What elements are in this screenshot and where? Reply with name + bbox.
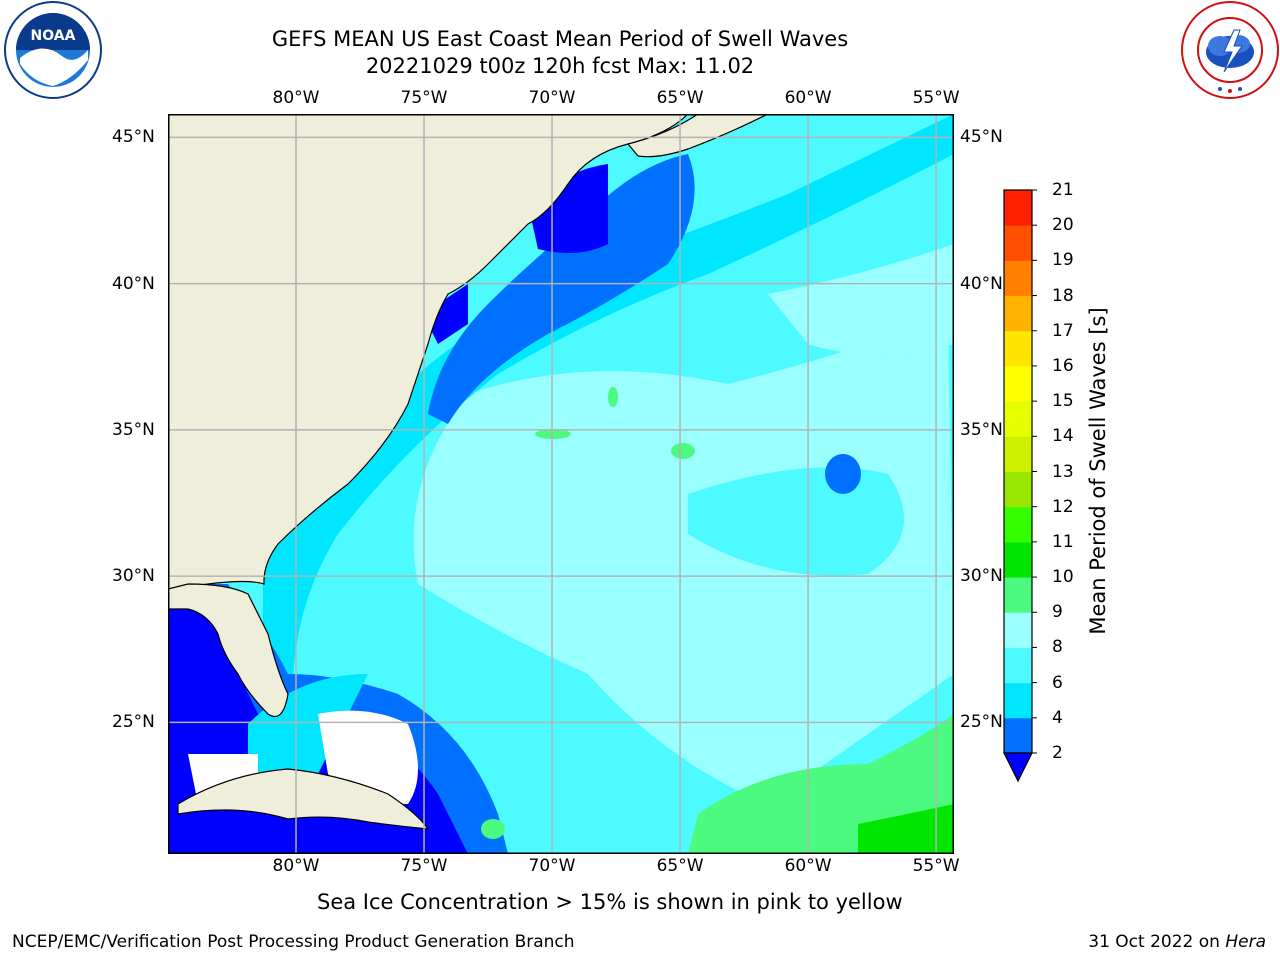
footer-credit: NCEP/EMC/Verification Post Processing Pr…: [12, 932, 575, 952]
colorbar-tick-5: 10: [1052, 567, 1074, 588]
lon-tick-bottom-3: 65°W: [656, 856, 704, 876]
colorbar-band-1: [1004, 682, 1032, 719]
lon-tick-top-0: 80°W: [272, 88, 320, 108]
swell-region-under-2: [528, 164, 608, 253]
colorbar-tick-16: 21: [1052, 180, 1074, 200]
lon-tick-top-1: 75°W: [400, 88, 448, 108]
colorbar-tick-4: 9: [1052, 602, 1063, 623]
colorbar-tick-6: 11: [1052, 531, 1074, 552]
lon-tick-bottom-0: 80°W: [272, 856, 320, 876]
lat-tick-left-4: 25°N: [112, 712, 155, 733]
swell-region-2-4-midatlantic: [428, 154, 695, 424]
colorbar-tick-15: 20: [1052, 215, 1074, 236]
colorbar-tick-1: 4: [1052, 707, 1063, 728]
colorbar-tick-2: 6: [1052, 672, 1063, 693]
colorbar-tick-10: 15: [1052, 391, 1074, 412]
lon-tick-top-3: 65°W: [656, 88, 704, 108]
swell-patch-9-10-c: [608, 387, 618, 407]
swell-patch-9-10-d: [481, 819, 505, 839]
lat-tick-left-2: 35°N: [112, 419, 155, 440]
lat-tick-left-0: 45°N: [112, 127, 155, 148]
swell-region-4-6-gulfstream: [248, 674, 368, 774]
colorbar-band-12: [1004, 295, 1032, 332]
sea-ice-note: Sea Ice Concentration > 15% is shown in …: [317, 890, 903, 914]
swell-region-8-9-north: [768, 244, 954, 354]
chart-title: GEFS MEAN US East Coast Mean Period of S…: [271, 27, 849, 51]
colorbar-band-14: [1004, 225, 1032, 261]
swell-patch-2-4-east: [825, 454, 861, 494]
swell-patch-9-10-a: [535, 429, 571, 439]
swell-region-under-2-b: [423, 284, 468, 344]
swell-patch-9-10-b: [671, 443, 695, 459]
colorbar-band-10: [1004, 365, 1032, 402]
noaa-logo-icon: NOAA: [2, 0, 104, 104]
colorbar-band-6: [1004, 506, 1032, 543]
colorbar-tick-14: 19: [1052, 250, 1074, 271]
colorbar-band-2: [1004, 647, 1032, 684]
colorbar-tick-12: 17: [1052, 320, 1074, 341]
colorbar-band-13: [1004, 260, 1032, 297]
lat-tick-right-4: 25°N: [960, 712, 1003, 733]
swell-region-4-6-coast: [263, 114, 954, 734]
lon-tick-bottom-2: 70°W: [528, 856, 576, 876]
lon-tick-bottom-4: 60°W: [784, 856, 832, 876]
lon-tick-top-4: 60°W: [784, 88, 832, 108]
colorbar-band-5: [1004, 541, 1032, 578]
colorbar-tick-3: 8: [1052, 637, 1063, 658]
colorbar-band-0: [1004, 717, 1032, 754]
lat-tick-right-2: 35°N: [960, 419, 1003, 440]
swell-region-10-11: [858, 804, 954, 854]
footer-host: Hera: [1225, 932, 1266, 952]
lat-tick-right-1: 40°N: [960, 273, 1003, 294]
lon-tick-bottom-5: 55°W: [912, 856, 960, 876]
colorbar-band-11: [1004, 330, 1032, 367]
colorbar-band-7: [1004, 471, 1032, 508]
chart-subtitle: 20221029 t00z 120h fcst Max: 11.02: [365, 54, 755, 78]
colorbar-band-3: [1004, 612, 1032, 648]
swell-region-6-8-east: [688, 467, 904, 576]
colorbar-tick-13: 18: [1052, 285, 1074, 306]
colorbar-label: Mean Period of Swell Waves [s]: [1086, 307, 1110, 635]
colorbar-tick-8: 13: [1052, 461, 1074, 482]
colorbar-band-9: [1004, 401, 1032, 437]
colorbar-extend-min: [1003, 752, 1033, 783]
lat-tick-right-3: 30°N: [960, 566, 1003, 587]
swell-period-map: [168, 114, 954, 854]
colorbar-tick-7: 12: [1052, 496, 1074, 517]
lat-tick-left-3: 30°N: [112, 566, 155, 587]
colorbar-band-4: [1004, 577, 1032, 613]
lon-tick-top-5: 55°W: [912, 88, 960, 108]
lon-tick-bottom-1: 75°W: [400, 856, 448, 876]
colorbar-tick-9: 14: [1052, 426, 1074, 447]
land-north-america: [168, 114, 689, 590]
colorbar-tick-0: 2: [1052, 743, 1063, 763]
lon-tick-top-2: 70°W: [528, 88, 576, 108]
colorbar-tick-11: 16: [1052, 355, 1074, 376]
land-florida: [168, 583, 289, 718]
lat-tick-left-1: 40°N: [112, 273, 155, 294]
lat-tick-right-0: 45°N: [960, 127, 1003, 148]
land-cuba: [177, 768, 430, 830]
colorbar-band-15: [1004, 190, 1032, 226]
nws-logo-icon: [1180, 0, 1280, 104]
footer-date: 31 Oct 2022 on Hera: [1088, 932, 1266, 952]
colorbar-band-8: [1004, 436, 1032, 472]
colorbar: [1003, 189, 1037, 783]
land-nova-scotia: [626, 114, 769, 158]
svg-text:NOAA: NOAA: [31, 28, 76, 44]
